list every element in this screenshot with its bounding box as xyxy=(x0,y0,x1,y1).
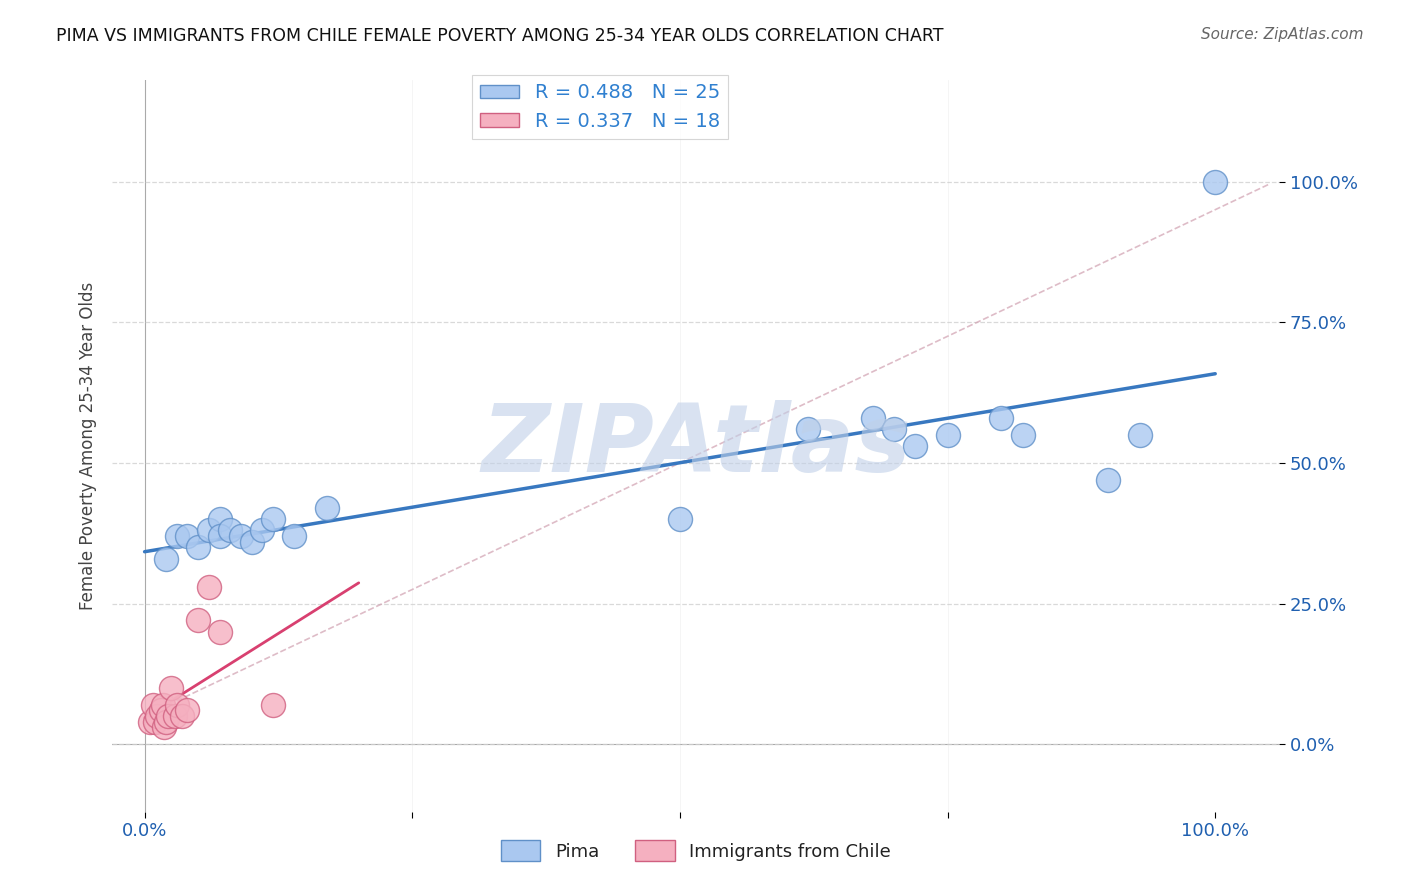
Point xyxy=(155,551,177,566)
Point xyxy=(669,512,692,526)
Legend: Pima, Immigrants from Chile: Pima, Immigrants from Chile xyxy=(494,833,898,869)
Point xyxy=(262,698,284,712)
Point xyxy=(904,439,927,453)
Point xyxy=(187,541,209,555)
Point xyxy=(176,703,198,717)
Point xyxy=(166,698,188,712)
Point xyxy=(208,512,231,526)
Point xyxy=(262,512,284,526)
Point xyxy=(160,681,183,695)
Point xyxy=(219,524,242,538)
Point xyxy=(149,703,172,717)
Point xyxy=(152,698,174,712)
Point xyxy=(198,524,221,538)
Point xyxy=(240,534,263,549)
Point xyxy=(315,500,337,515)
Text: ZIPAtlas: ZIPAtlas xyxy=(481,400,911,492)
Y-axis label: Female Poverty Among 25-34 Year Olds: Female Poverty Among 25-34 Year Olds xyxy=(79,282,97,610)
Point xyxy=(153,720,176,734)
Point xyxy=(146,709,169,723)
Point xyxy=(163,709,186,723)
Point xyxy=(229,529,252,543)
Point xyxy=(1204,175,1226,189)
Point xyxy=(142,698,165,712)
Point xyxy=(936,427,959,442)
Point xyxy=(252,524,274,538)
Text: Source: ZipAtlas.com: Source: ZipAtlas.com xyxy=(1201,27,1364,42)
Point xyxy=(862,410,884,425)
Point xyxy=(1129,427,1152,442)
Point xyxy=(157,709,180,723)
Point xyxy=(166,529,188,543)
Text: PIMA VS IMMIGRANTS FROM CHILE FEMALE POVERTY AMONG 25-34 YEAR OLDS CORRELATION C: PIMA VS IMMIGRANTS FROM CHILE FEMALE POV… xyxy=(56,27,943,45)
Point xyxy=(208,529,231,543)
Point xyxy=(883,422,905,436)
Point xyxy=(1011,427,1033,442)
Point xyxy=(990,410,1012,425)
Point xyxy=(170,709,193,723)
Point xyxy=(797,422,820,436)
Point xyxy=(187,614,209,628)
Point xyxy=(176,529,198,543)
Point xyxy=(155,714,177,729)
Point xyxy=(143,714,166,729)
Point xyxy=(283,529,305,543)
Point xyxy=(139,714,162,729)
Point xyxy=(1097,473,1119,487)
Point xyxy=(198,580,221,594)
Point xyxy=(208,624,231,639)
